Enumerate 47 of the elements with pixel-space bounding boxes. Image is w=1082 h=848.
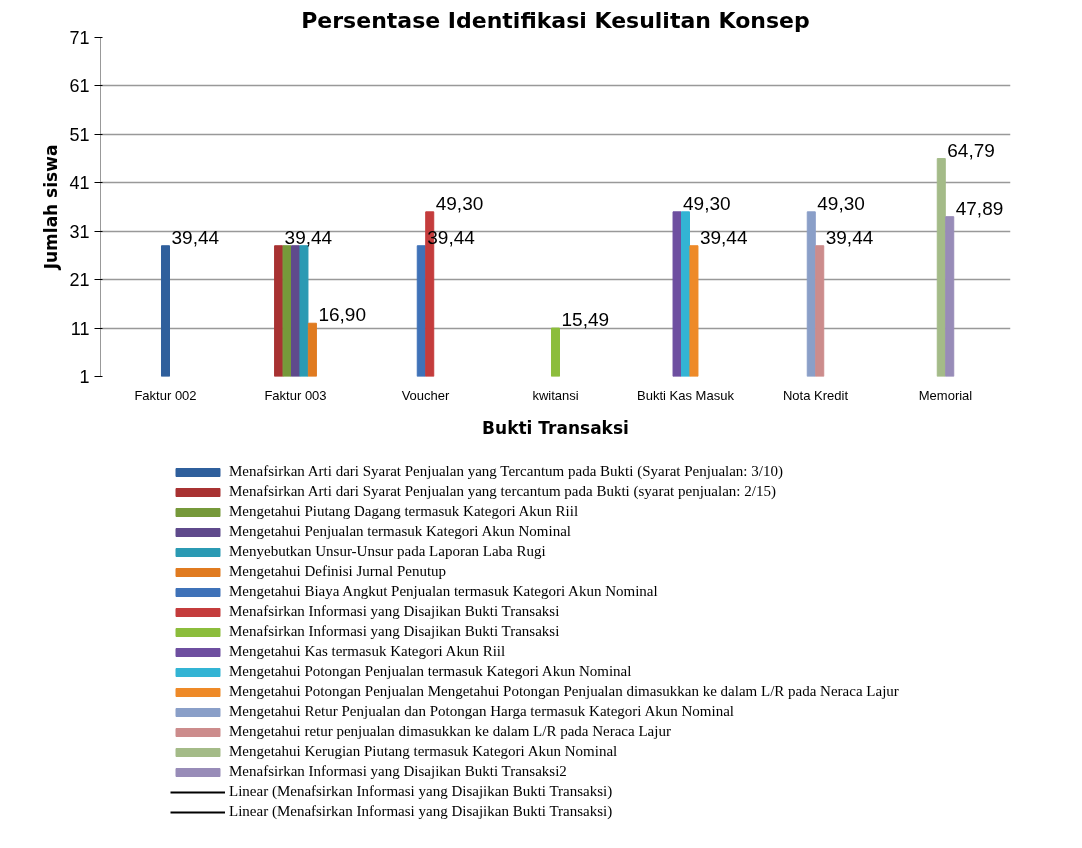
y-tick-label: 41 xyxy=(69,173,90,194)
legend-label: Mengetahui Kerugian Piutang termasuk Kategori Akun Nominal xyxy=(229,743,618,760)
legend-label: Menafsirkan Informasi yang Disajikan Bukti Transaksi xyxy=(229,623,560,640)
y-tick-label: 31 xyxy=(69,221,90,242)
legend-label: Mengetahui Biaya Angkut Penjualan termasuk Kategori Akun Nominal xyxy=(229,583,658,600)
chart-title: Persentase Identifikasi Kesulitan Konsep xyxy=(301,7,810,33)
x-tick-label: Memorial xyxy=(918,387,973,403)
annotation: 49,30 xyxy=(817,192,865,214)
x-tick-label: Nota Kredit xyxy=(782,387,849,403)
legend-label: Linear (Menafsirkan Informasi yang Disajikan Bukti Transaksi) xyxy=(229,783,613,800)
x-tick-label: Faktur 002 xyxy=(134,387,197,403)
y-tick-label: 61 xyxy=(69,76,90,97)
legend-label: Menafsirkan Informasi yang Disajikan Bukti Transaksi2 xyxy=(229,763,567,780)
y-tick-label: 1 xyxy=(79,367,90,387)
x-tick-label: Voucher xyxy=(401,387,451,403)
x-tick-label: kwitansi xyxy=(532,387,579,403)
legend-label: Mengetahui Penjualan termasuk Kategori Akun Nominal xyxy=(229,523,572,540)
legend-label: Mengetahui retur penjualan dimasukkan ke dalam L/R pada Neraca Lajur xyxy=(229,723,671,740)
annotation: 49,30 xyxy=(435,192,484,214)
legend-label: Menafsirkan Informasi yang Disajikan Bukti Transaksi xyxy=(229,603,560,620)
legend-label: Linear (Menafsirkan Informasi yang Disajikan Bukti Transaksi) xyxy=(229,803,613,820)
legend-label: Menyebutkan Unsur-Unsur pada Laporan Laba Rugi xyxy=(229,543,546,560)
x-tick-label: Bukti Kas Masuk xyxy=(637,387,735,403)
x-tick-label: Faktur 003 xyxy=(264,387,327,403)
legend-label: Menafsirkan Arti dari Syarat Penjualan yang Tercantum pada Bukti (Syarat Penjualan: 3/10) xyxy=(229,463,783,480)
annotation: 15,49 xyxy=(561,309,610,331)
legend-label: Mengetahui Kas termasuk Kategori Akun Riil xyxy=(229,643,506,660)
annotation: 39,44 xyxy=(699,226,748,248)
y-tick-label: 21 xyxy=(69,270,90,291)
y-axis-title: Jumlah siswa xyxy=(41,144,62,271)
legend-label: Mengetahui Piutang Dagang termasuk Kategori Akun Riil xyxy=(229,503,579,520)
legend-label: Mengetahui Potongan Penjualan Mengetahui Potongan Penjualan dimasukkan ke dalam L/R pada Neraca Lajur xyxy=(229,683,899,700)
annotation: 39,44 xyxy=(171,226,220,248)
annotation: 39,44 xyxy=(284,226,333,248)
legend-label: Mengetahui Retur Penjualan dan Potongan Harga termasuk Kategori Akun Nominal xyxy=(229,703,735,720)
y-tick-label: 51 xyxy=(69,124,90,145)
y-tick-label: 11 xyxy=(70,318,90,339)
annotation: 49,30 xyxy=(683,192,731,214)
legend-label: Mengetahui Definisi Jurnal Penutup xyxy=(229,563,447,580)
annotation: 47,89 xyxy=(955,197,1004,219)
x-axis-title: Bukti Transaksi xyxy=(482,417,629,438)
legend-label: Menafsirkan Arti dari Syarat Penjualan yang tercantum pada Bukti (syarat penjualan: 2/15) xyxy=(229,483,776,500)
y-tick-label: 71 xyxy=(69,28,90,48)
annotation: 16,90 xyxy=(318,304,366,326)
legend-label: Mengetahui Potongan Penjualan termasuk Kategori Akun Nominal xyxy=(229,663,632,680)
annotation: 39,44 xyxy=(825,226,874,248)
annotation: 64,79 xyxy=(947,139,995,161)
